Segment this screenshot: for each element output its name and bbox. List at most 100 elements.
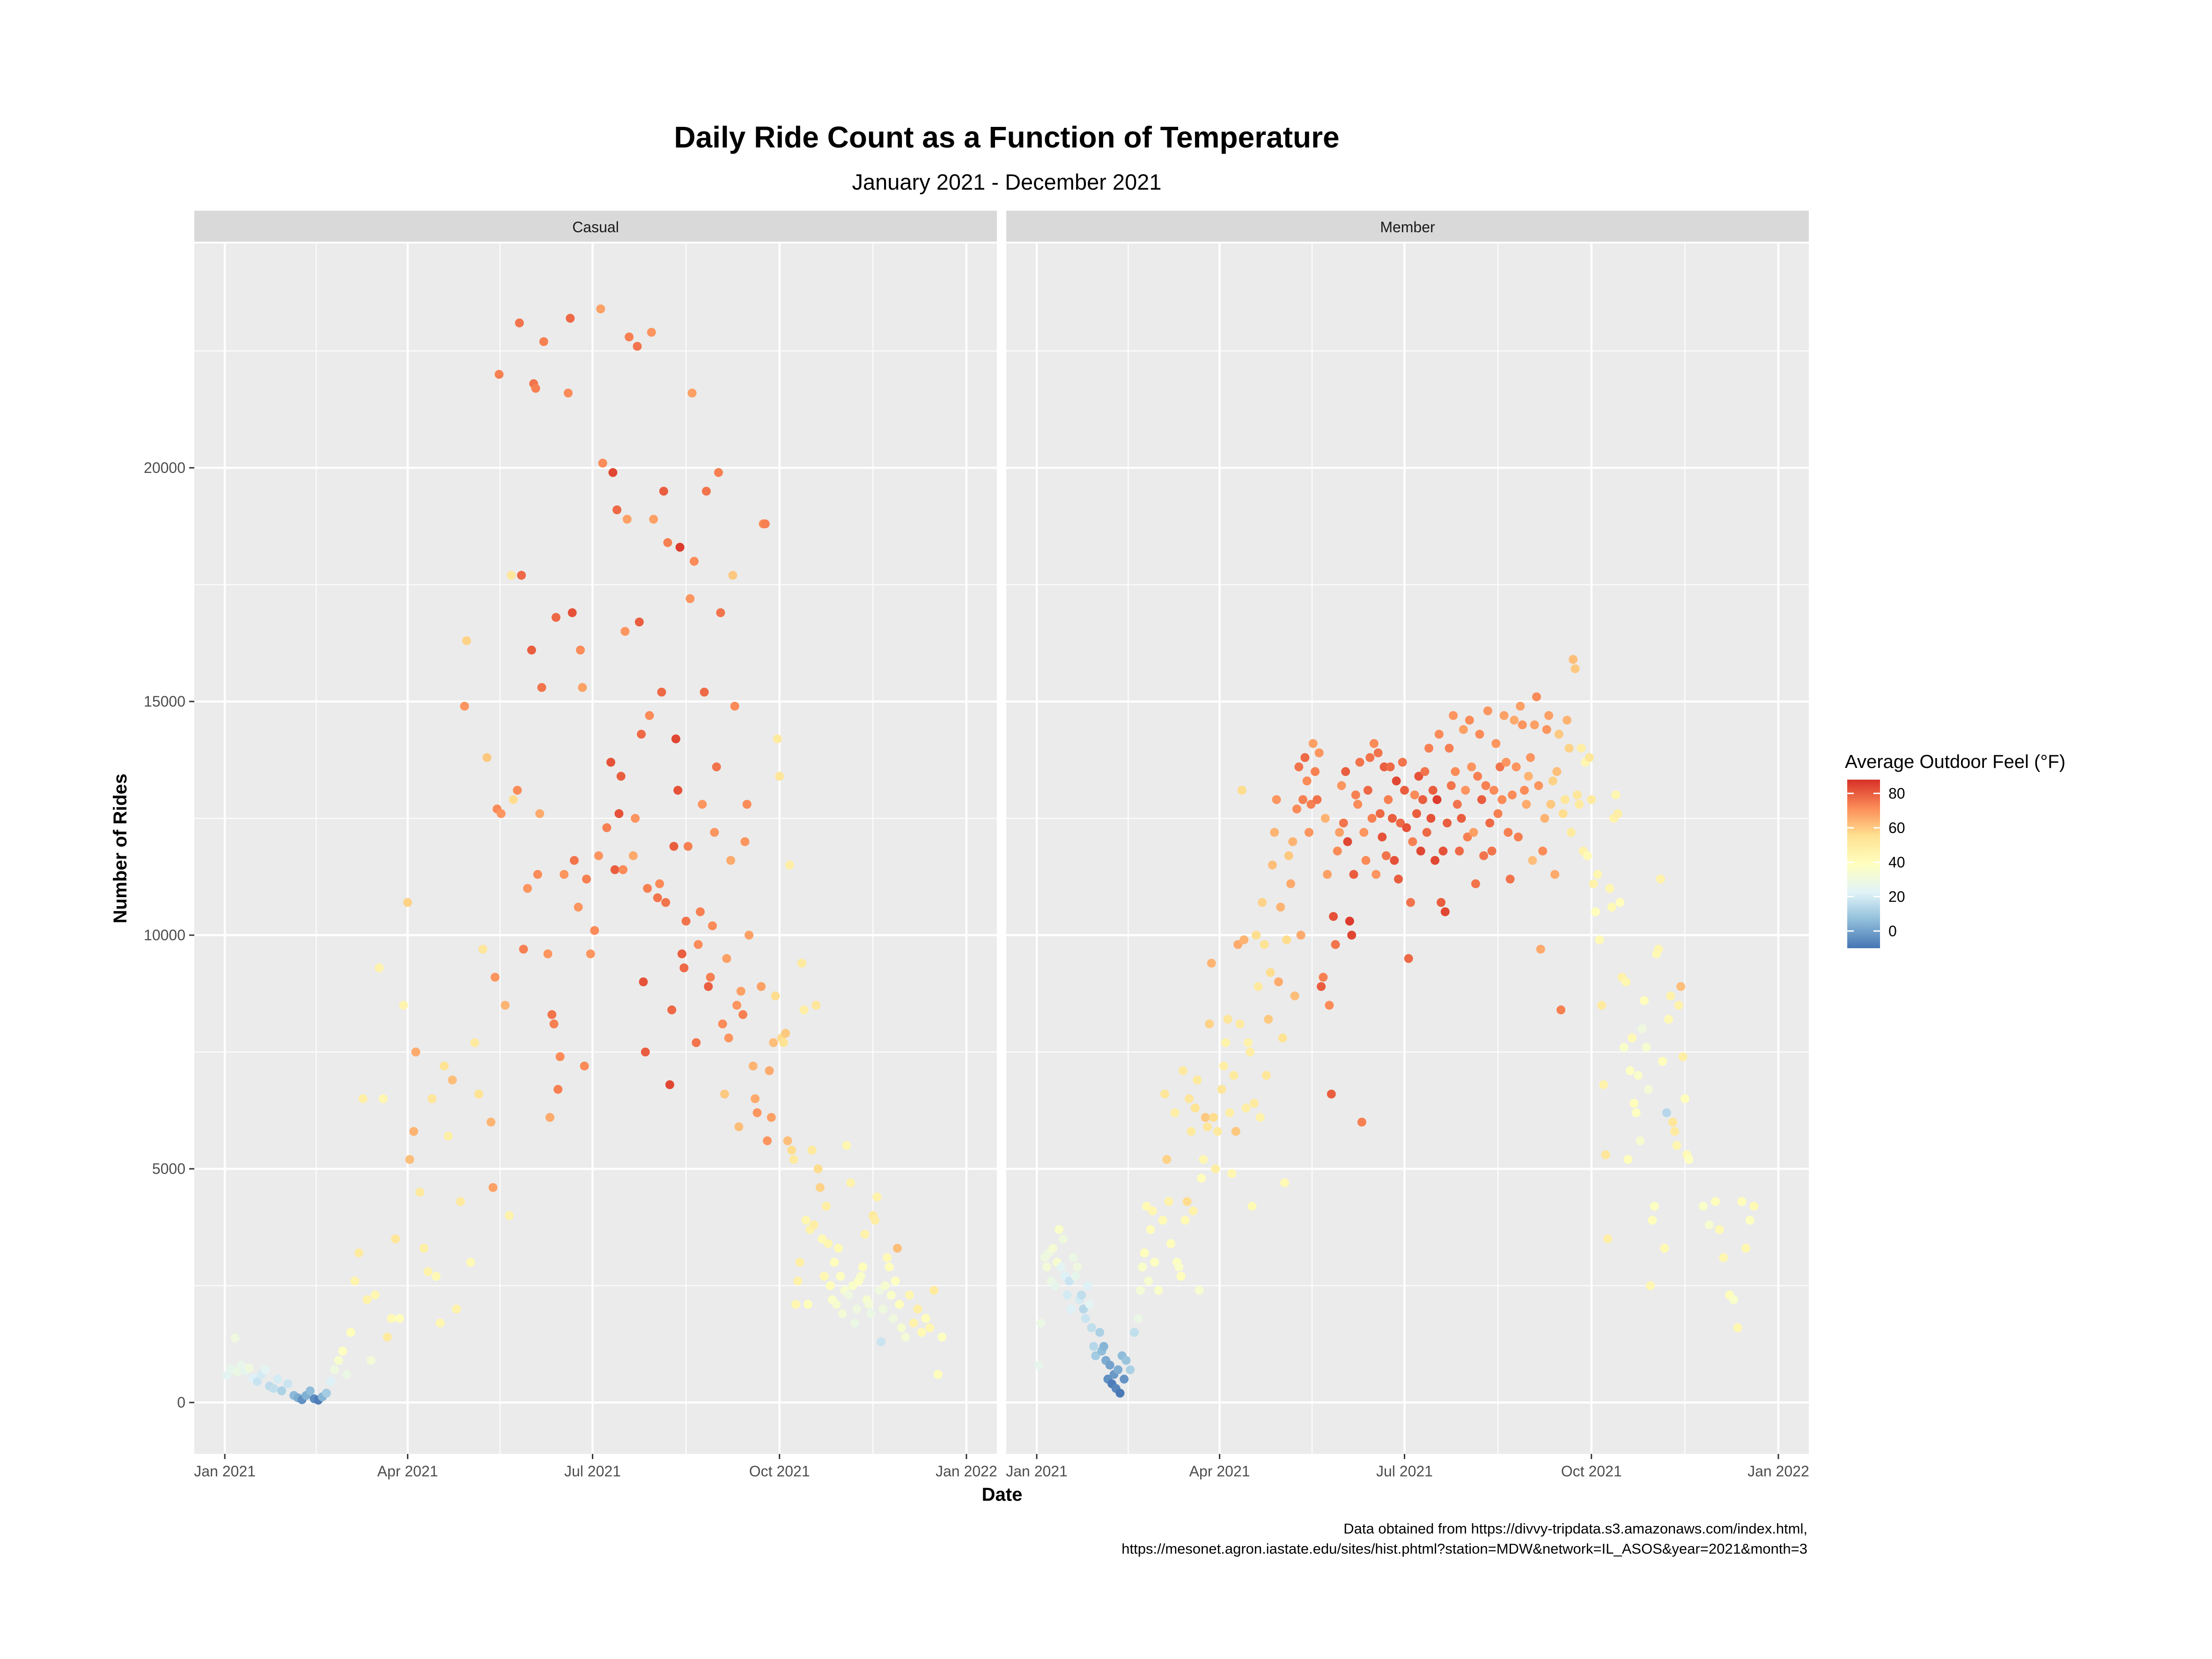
- data-point: [1497, 795, 1507, 804]
- data-point: [1422, 828, 1431, 837]
- data-point: [878, 1305, 888, 1314]
- data-point: [1062, 1290, 1072, 1300]
- data-point: [702, 487, 711, 496]
- x-tick-label: Jul 2021: [1376, 1463, 1433, 1480]
- data-point: [769, 1038, 778, 1047]
- data-point: [732, 1001, 742, 1010]
- legend: Average Outdoor Feel (°F) 0 20 40 60 80: [1845, 752, 2065, 948]
- x-tick-label: Oct 2021: [1561, 1463, 1622, 1480]
- data-point: [1355, 758, 1364, 767]
- data-point: [1180, 1216, 1190, 1225]
- data-point: [1550, 870, 1560, 879]
- data-point: [1243, 1038, 1253, 1047]
- x-tick-label: Apr 2021: [377, 1463, 438, 1480]
- data-point: [1069, 1253, 1078, 1262]
- data-point: [277, 1386, 287, 1395]
- data-point: [1704, 1220, 1714, 1230]
- data-point: [616, 772, 626, 781]
- data-point: [1601, 1150, 1610, 1159]
- data-point: [1319, 973, 1328, 982]
- data-point: [752, 1108, 762, 1117]
- data-point: [448, 1076, 457, 1084]
- data-point: [462, 636, 471, 645]
- data-point: [655, 879, 664, 888]
- data-point: [1587, 795, 1596, 804]
- data-point: [1548, 776, 1557, 786]
- data-point: [1556, 1005, 1566, 1015]
- data-point: [1446, 781, 1456, 790]
- data-point: [563, 388, 573, 398]
- data-point: [673, 786, 683, 795]
- data-point: [1668, 1117, 1677, 1127]
- data-point: [1294, 762, 1304, 772]
- data-point: [810, 1220, 818, 1230]
- data-point: [1489, 786, 1498, 795]
- data-point: [338, 1346, 347, 1356]
- data-point: [582, 874, 591, 884]
- data-point: [1631, 1108, 1641, 1117]
- data-point: [824, 1239, 833, 1248]
- data-point: [819, 1272, 829, 1281]
- data-point: [1719, 1253, 1728, 1262]
- data-point: [641, 1047, 650, 1057]
- data-point: [1569, 655, 1578, 664]
- data-point: [1205, 1019, 1214, 1029]
- data-point: [1302, 776, 1312, 786]
- data-point: [456, 1197, 465, 1206]
- data-point: [1520, 786, 1529, 795]
- data-point: [1351, 790, 1360, 800]
- data-point: [460, 701, 469, 711]
- data-point: [1162, 1155, 1172, 1164]
- data-point: [748, 1062, 758, 1071]
- data-point: [1203, 1122, 1212, 1131]
- data-point: [1599, 1080, 1608, 1089]
- data-point: [1672, 1141, 1681, 1150]
- data-point: [1384, 795, 1393, 804]
- data-point: [1280, 1178, 1289, 1187]
- data-point: [513, 786, 522, 795]
- x-tick-label: Jul 2021: [564, 1463, 621, 1480]
- data-point: [1560, 795, 1570, 804]
- data-point: [1347, 930, 1357, 940]
- data-point: [399, 1001, 408, 1010]
- data-point: [470, 1038, 479, 1047]
- data-point: [1317, 982, 1326, 991]
- data-point: [1260, 940, 1269, 949]
- data-point: [1408, 837, 1417, 846]
- data-point: [1396, 818, 1405, 828]
- data-point: [738, 1010, 748, 1019]
- data-point: [1477, 795, 1486, 804]
- data-point: [387, 1314, 396, 1323]
- data-point: [1036, 1319, 1046, 1327]
- data-point: [1286, 879, 1295, 888]
- x-tick-label: Jan 2021: [194, 1463, 256, 1480]
- data-point: [785, 860, 794, 870]
- data-point: [864, 1300, 874, 1309]
- data-point: [1674, 1001, 1683, 1010]
- data-point: [708, 921, 717, 930]
- data-point: [543, 949, 553, 959]
- data-point: [1194, 1286, 1204, 1295]
- data-point: [1510, 715, 1519, 725]
- data-point: [1308, 739, 1318, 748]
- data-point: [838, 1309, 847, 1319]
- data-point: [880, 1281, 890, 1290]
- data-point: [1644, 1085, 1653, 1094]
- data-point: [1221, 1038, 1231, 1047]
- data-point: [1345, 916, 1354, 926]
- data-point: [722, 954, 731, 963]
- data-point: [767, 1113, 776, 1122]
- data-point: [586, 949, 595, 959]
- data-point: [1341, 767, 1350, 776]
- data-point: [1229, 1071, 1239, 1080]
- data-point: [675, 543, 685, 552]
- data-point: [533, 870, 542, 879]
- data-point: [1135, 1286, 1145, 1295]
- data-point: [578, 683, 587, 692]
- data-point: [527, 645, 536, 655]
- data-point: [811, 1001, 821, 1010]
- data-point: [791, 1300, 800, 1309]
- data-point: [1274, 977, 1283, 987]
- data-point: [551, 613, 560, 622]
- data-point: [1164, 1197, 1173, 1206]
